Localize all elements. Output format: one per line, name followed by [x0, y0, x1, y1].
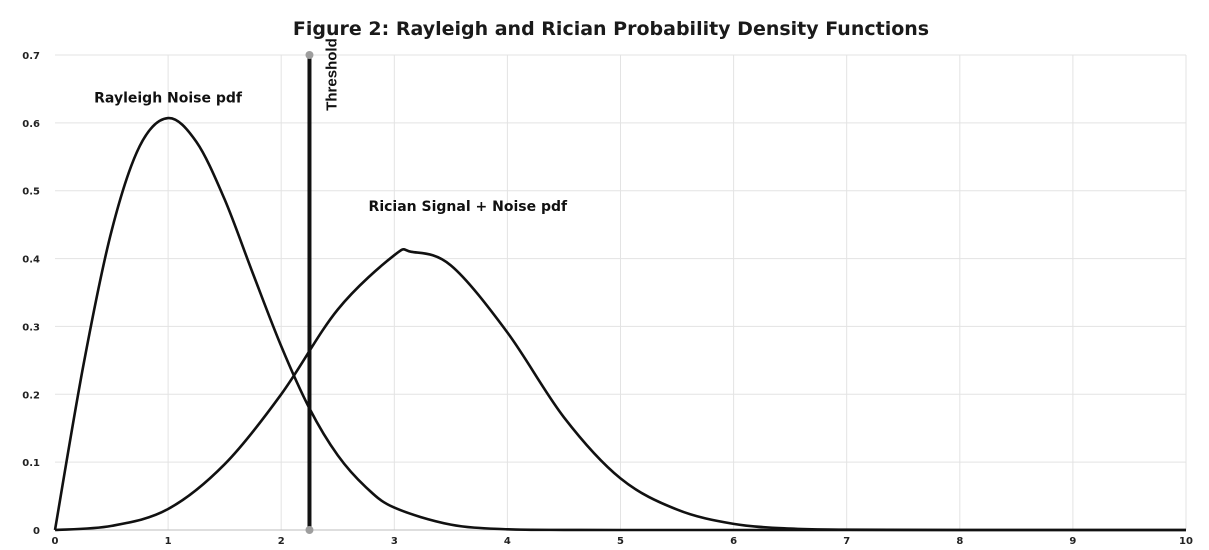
x-tick-label: 0 — [52, 536, 59, 547]
x-tick-label: 4 — [504, 536, 511, 547]
x-tick-label: 10 — [1179, 536, 1193, 547]
x-tick-label: 3 — [391, 536, 398, 547]
threshold-marker — [305, 51, 314, 534]
x-tick-label: 6 — [730, 536, 737, 547]
tick-labels: 0 1 2 3 4 5 6 7 8 9 10 0 0.1 0.2 0.3 0.4 0.5 0.6 0.7 — [22, 51, 1193, 547]
x-tick-label: 9 — [1069, 536, 1076, 547]
x-tick-label: 8 — [956, 536, 963, 547]
threshold-label: Threshold — [323, 38, 340, 111]
y-tick-label: 0.2 — [22, 390, 40, 401]
threshold-top-cap — [305, 51, 314, 59]
x-tick-label: 7 — [843, 536, 850, 547]
x-tick-label: 2 — [278, 536, 285, 547]
y-tick-label: 0.5 — [22, 187, 40, 198]
chart-title: Figure 2: Rayleigh and Rician Probabilit… — [292, 18, 930, 40]
grid — [55, 54, 1187, 530]
y-tick-label: 0.7 — [22, 51, 40, 62]
rician-signal-noise-curve — [54, 247, 1186, 532]
rician-signal-label: Rician Signal + Noise pdf — [369, 199, 568, 215]
y-tick-label: 0.3 — [22, 322, 40, 333]
y-tick-label: 0.1 — [22, 458, 40, 469]
rayleigh-noise-label: Rayleigh Noise pdf — [94, 91, 243, 107]
x-tick-label: 5 — [617, 536, 624, 547]
threshold-bottom-cap — [305, 526, 314, 534]
y-tick-label: 0.6 — [22, 119, 40, 130]
y-tick-label: 0.4 — [22, 255, 40, 266]
annotations: Rayleigh Noise pdf Rician Signal + Noise … — [94, 38, 568, 215]
x-tick-label: 1 — [165, 536, 172, 547]
y-tick-label: 0 — [33, 526, 40, 537]
